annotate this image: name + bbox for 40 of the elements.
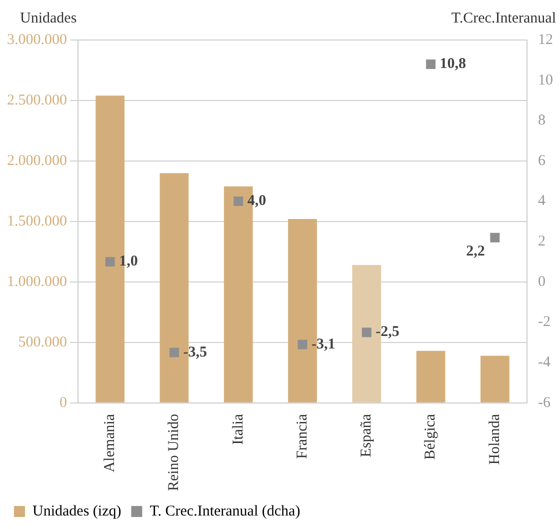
data-label: 2,2 (466, 243, 485, 260)
y2-tick-label: 10 (538, 72, 553, 88)
y2-tick-label: 8 (538, 112, 546, 129)
data-label: 10,8 (440, 56, 466, 72)
y2-tick-label: 6 (538, 152, 546, 169)
y2-tick-label: -2 (538, 314, 550, 330)
point (169, 348, 179, 358)
point (490, 232, 500, 242)
y-tick-label: 3.000.000 (7, 32, 67, 48)
legend-label: T. Crec.Interanual (dcha) (150, 503, 300, 520)
y-tick-label: 2.500.000 (7, 92, 67, 108)
point (105, 257, 115, 267)
point (426, 59, 436, 69)
x-tick-label: Francia (294, 414, 310, 459)
y-axis-title: Unidades (20, 10, 77, 26)
point (298, 340, 308, 350)
y2-tick-label: 4 (538, 193, 546, 210)
y2-tick-label: 12 (538, 32, 553, 48)
x-tick-label: Holanda (486, 414, 503, 465)
x-tick-label: España (358, 414, 375, 458)
point (234, 196, 244, 206)
y-tick-label: 0 (60, 394, 67, 411)
data-label: -2,5 (376, 324, 400, 340)
y-tick-label: 2.000.000 (7, 152, 67, 169)
bar (480, 356, 510, 402)
bar (416, 350, 446, 402)
point (362, 328, 372, 338)
x-tick-label: Alemania (102, 414, 118, 472)
y2-tick-label: -6 (538, 394, 551, 411)
x-tick-label: Reino Unido (166, 414, 182, 492)
y-tick-label: 500.000 (18, 334, 67, 350)
y2-axis-title: T.Crec.Interanual (451, 10, 556, 26)
y2-tick-label: 0 (538, 274, 546, 290)
legend-label: Unidades (izq) (32, 503, 122, 520)
x-tick-label: Bélgica (422, 414, 439, 460)
x-tick-label: Italia (230, 414, 246, 445)
y2-tick-label: -4 (538, 354, 551, 371)
y-tick-label: 1.000.000 (7, 274, 67, 290)
y-tick-label: 1.500.000 (7, 213, 67, 230)
y2-tick-label: 2 (538, 234, 546, 250)
